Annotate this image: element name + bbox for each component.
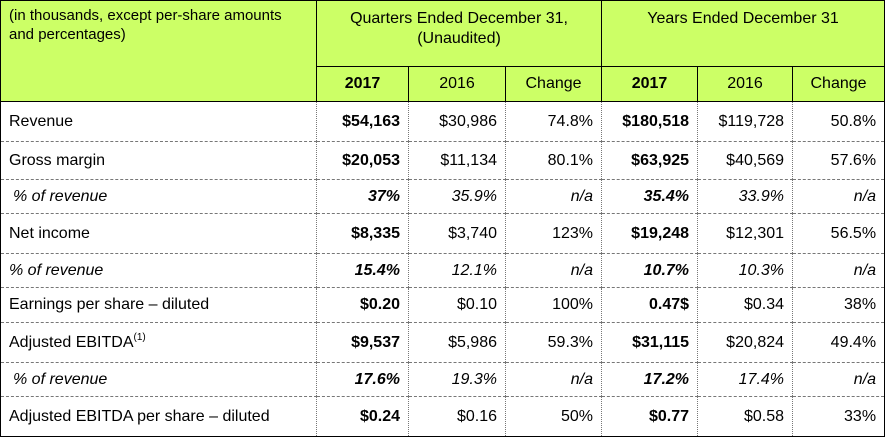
col-header-y2017: 2017 — [601, 66, 699, 102]
cell-y-change: 50.8% — [792, 101, 885, 142]
row-label-cell: Adjusted EBITDA(1) — [0, 322, 317, 363]
quarters-ended-header: Quarters Ended December 31, (Unaudited) — [315, 0, 603, 67]
cell-q2017: $0.24 — [316, 396, 409, 437]
cell-q2016: $0.16 — [408, 396, 506, 437]
cell-y2016: 33.9% — [697, 179, 794, 214]
row-label: Adjusted EBITDA per share – diluted — [0, 396, 317, 437]
cell-q2016: $5,986 — [408, 322, 506, 363]
table-row-gross-margin-pct: % of revenue 37% 35.9% n/a 35.4% 33.9% n… — [0, 179, 885, 214]
cell-q-change: 74.8% — [504, 101, 603, 142]
cell-y-change: 57.6% — [792, 141, 885, 180]
cell-y2017: 0.47$ — [601, 287, 699, 323]
cell-y2016: $0.58 — [697, 396, 794, 437]
cell-y-change: n/a — [792, 253, 885, 288]
cell-q2017: 15.4% — [316, 253, 409, 288]
years-ended-label: Years Ended December 31 — [647, 10, 839, 27]
cell-q2016: 19.3% — [408, 362, 506, 397]
table-row-revenue: Revenue $54,163 $30,986 74.8% $180,518 $… — [0, 101, 885, 142]
cell-q2017: $9,537 — [316, 322, 409, 363]
cell-q-change: 59.3% — [504, 322, 603, 363]
cell-q-change: 80.1% — [504, 141, 603, 180]
table-row-adjusted-ebitda-per-share: Adjusted EBITDA per share – diluted $0.2… — [0, 396, 885, 437]
cell-q2017: 17.6% — [316, 362, 409, 397]
cell-q-change: 123% — [504, 213, 603, 254]
table-row-eps-diluted: Earnings per share – diluted $0.20 $0.10… — [0, 287, 885, 323]
cell-y2017: 10.7% — [601, 253, 699, 288]
col-header-q2017: 2017 — [316, 66, 409, 102]
cell-q2017: $8,335 — [316, 213, 409, 254]
table-row-gross-margin: Gross margin $20,053 $11,134 80.1% $63,9… — [0, 141, 885, 180]
cell-y2016: $0.34 — [697, 287, 794, 323]
cell-y2016: $119,728 — [697, 101, 794, 142]
cell-y-change: 38% — [792, 287, 885, 323]
col-header-y2016: 2016 — [697, 66, 794, 102]
header-row-groups: (in thousands, except per-share amounts … — [0, 0, 885, 102]
cell-y2017: $19,248 — [601, 213, 699, 254]
col-header-q2016: 2016 — [408, 66, 506, 102]
years-ended-header: Years Ended December 31 — [601, 0, 885, 67]
cell-q-change: n/a — [504, 179, 603, 214]
row-label: Net income — [0, 213, 317, 254]
cell-q2016: $30,986 — [408, 101, 506, 142]
row-label: % of revenue — [0, 362, 317, 397]
cell-q-change: n/a — [504, 362, 603, 397]
cell-q2017: $20,053 — [316, 141, 409, 180]
row-label: % of revenue — [0, 179, 317, 214]
row-label: Gross margin — [0, 141, 317, 180]
cell-q-change: n/a — [504, 253, 603, 288]
cell-q2016: $11,134 — [408, 141, 506, 180]
cell-q2017: $54,163 — [316, 101, 409, 142]
cell-q-change: 50% — [504, 396, 603, 437]
row-label: Revenue — [0, 101, 317, 142]
cell-y2016: $20,824 — [697, 322, 794, 363]
row-label: Adjusted EBITDA — [9, 333, 134, 351]
col-header-y-change: Change — [792, 66, 885, 102]
cell-y2017: $0.77 — [601, 396, 699, 437]
table-row-adjusted-ebitda: Adjusted EBITDA(1) $9,537 $5,986 59.3% $… — [0, 322, 885, 363]
cell-q2017: 37% — [316, 179, 409, 214]
cell-y2017: $63,925 — [601, 141, 699, 180]
table-row-net-income-pct: % of revenue 15.4% 12.1% n/a 10.7% 10.3%… — [0, 253, 885, 288]
cell-q2016: $3,740 — [408, 213, 506, 254]
cell-y2017: $31,115 — [601, 322, 699, 363]
row-label: % of revenue — [0, 253, 317, 288]
cell-y2016: 17.4% — [697, 362, 794, 397]
cell-q2017: $0.20 — [316, 287, 409, 323]
quarters-ended-label: Quarters Ended December 31, (Unaudited) — [350, 10, 568, 47]
table-row-net-income: Net income $8,335 $3,740 123% $19,248 $1… — [0, 213, 885, 254]
header-row-columns: 2017 2016 Change 2017 2016 Change — [1, 66, 885, 102]
table-intro-note: (in thousands, except per-share amounts … — [0, 0, 317, 102]
col-header-q-change: Change — [504, 66, 603, 102]
cell-y2016: $12,301 — [697, 213, 794, 254]
intro-text: (in thousands, except per-share amounts … — [9, 7, 282, 43]
cell-q-change: 100% — [504, 287, 603, 323]
cell-q2016: 35.9% — [408, 179, 506, 214]
cell-y-change: 33% — [792, 396, 885, 437]
cell-y2016: $40,569 — [697, 141, 794, 180]
cell-y-change: 49.4% — [792, 322, 885, 363]
cell-q2016: $0.10 — [408, 287, 506, 323]
cell-y2016: 10.3% — [697, 253, 794, 288]
cell-y-change: n/a — [792, 362, 885, 397]
cell-y-change: n/a — [792, 179, 885, 214]
cell-y2017: $180,518 — [601, 101, 699, 142]
cell-y-change: 56.5% — [792, 213, 885, 254]
row-label: Earnings per share – diluted — [0, 287, 317, 323]
cell-y2017: 35.4% — [601, 179, 699, 214]
footnote-marker: (1) — [133, 331, 146, 343]
cell-y2017: 17.2% — [601, 362, 699, 397]
cell-q2016: 12.1% — [408, 253, 506, 288]
table-row-adjusted-ebitda-pct: % of revenue 17.6% 19.3% n/a 17.2% 17.4%… — [0, 362, 885, 397]
